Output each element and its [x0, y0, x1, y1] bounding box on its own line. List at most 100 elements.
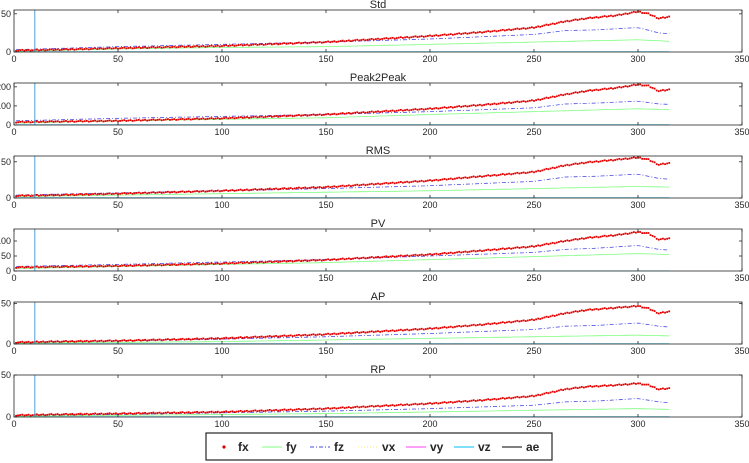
data-point-fx: [368, 330, 371, 333]
data-point-fx: [433, 327, 436, 330]
data-point-fx: [171, 118, 173, 121]
x-tick-label: 50: [113, 127, 123, 137]
data-point-fx: [381, 405, 384, 407]
data-point-fx: [520, 396, 523, 398]
data-point-fx: [146, 192, 149, 195]
y-tick-label: 0: [6, 120, 11, 130]
data-point-fx: [137, 411, 140, 414]
data-point-fx: [483, 399, 485, 402]
data-point-fx: [310, 113, 313, 116]
data-point-fx: [614, 384, 617, 387]
data-point-fx: [146, 264, 149, 267]
data-point-fx: [429, 402, 431, 404]
data-point-fx: [526, 171, 529, 174]
data-point-fx: [271, 261, 273, 264]
data-point-fx: [133, 47, 136, 49]
data-point-fx: [206, 337, 209, 340]
data-point-fx: [464, 400, 467, 402]
data-point-fx: [466, 32, 469, 35]
data-point-fx: [69, 265, 72, 268]
data-point-fx: [233, 45, 236, 47]
data-point-fx: [250, 336, 253, 339]
data-point-fx: [454, 177, 456, 180]
data-point-fx: [379, 256, 381, 259]
data-point-fx: [19, 49, 22, 52]
data-point-fx: [67, 48, 69, 51]
data-point-fx: [441, 106, 444, 109]
data-point-fx: [612, 235, 614, 237]
data-point-fx: [221, 45, 223, 47]
data-point-fx: [48, 265, 51, 268]
data-point-fx: [144, 191, 146, 194]
data-point-fx: [375, 38, 377, 41]
data-point-fx: [125, 412, 128, 415]
data-point-fx: [229, 117, 232, 119]
data-point-fx: [325, 407, 327, 410]
x-tick-label: 250: [526, 127, 541, 137]
data-point-fx: [531, 394, 533, 397]
data-point-fx: [350, 185, 352, 187]
data-point-fx: [56, 340, 59, 343]
data-point-fx: [19, 414, 22, 416]
data-point-fx: [616, 14, 619, 17]
data-point-fx: [219, 263, 221, 265]
data-point-fx: [216, 337, 219, 340]
data-point-fx: [427, 402, 429, 405]
data-point-fx: [102, 120, 105, 123]
series-fx: [15, 83, 671, 124]
data-point-fx: [73, 194, 76, 197]
data-point-fx: [187, 263, 190, 265]
data-point-fx: [543, 24, 546, 27]
data-point-fx: [75, 120, 78, 123]
data-point-fx: [412, 35, 415, 38]
data-point-fx: [108, 46, 111, 49]
data-point-fx: [104, 265, 107, 268]
data-point-fx: [250, 189, 253, 191]
data-point-fx: [65, 48, 67, 50]
data-point-fx: [85, 339, 88, 342]
data-point-fx: [167, 190, 169, 193]
data-point-fx: [21, 340, 24, 343]
data-point-fx: [437, 179, 440, 182]
data-point-fx: [302, 42, 305, 44]
data-point-fx: [146, 339, 149, 342]
data-point-fx: [306, 42, 309, 45]
data-point-fx: [418, 403, 421, 405]
data-point-fx: [630, 382, 633, 385]
data-point-fx: [601, 384, 604, 387]
data-point-fx: [576, 91, 579, 94]
data-point-fx: [179, 45, 182, 48]
data-point-fx: [441, 33, 444, 36]
data-point-fx: [162, 264, 165, 266]
data-point-fx: [508, 172, 510, 175]
data-point-fx: [568, 20, 571, 23]
data-point-fx: [210, 117, 213, 119]
data-point-fx: [102, 265, 105, 268]
data-point-fx: [73, 120, 76, 123]
data-point-fx: [210, 44, 213, 47]
data-point-fx: [356, 111, 359, 114]
data-point-fx: [48, 413, 51, 416]
data-point-fx: [291, 42, 294, 45]
data-point-fx: [424, 403, 427, 405]
data-point-fx: [539, 98, 542, 101]
data-point-fx: [38, 121, 40, 124]
data-point-fx: [117, 193, 119, 196]
data-point-fx: [15, 414, 17, 417]
data-point-fx: [17, 266, 20, 269]
series-fz: [16, 245, 670, 267]
data-point-fx: [133, 192, 136, 195]
plot-area: [15, 302, 671, 344]
data-point-fx: [139, 192, 142, 195]
data-point-fx: [468, 176, 471, 179]
data-point-fx: [564, 164, 567, 167]
data-point-fx: [52, 413, 55, 416]
data-point-fx: [587, 308, 589, 311]
data-point-fx: [543, 392, 546, 395]
data-point-fx: [547, 97, 550, 99]
data-point-fx: [271, 115, 273, 118]
x-tick-label: 0: [11, 127, 16, 137]
data-point-fx: [595, 16, 598, 18]
data-point-fx: [25, 414, 28, 416]
data-point-fx: [21, 413, 24, 416]
